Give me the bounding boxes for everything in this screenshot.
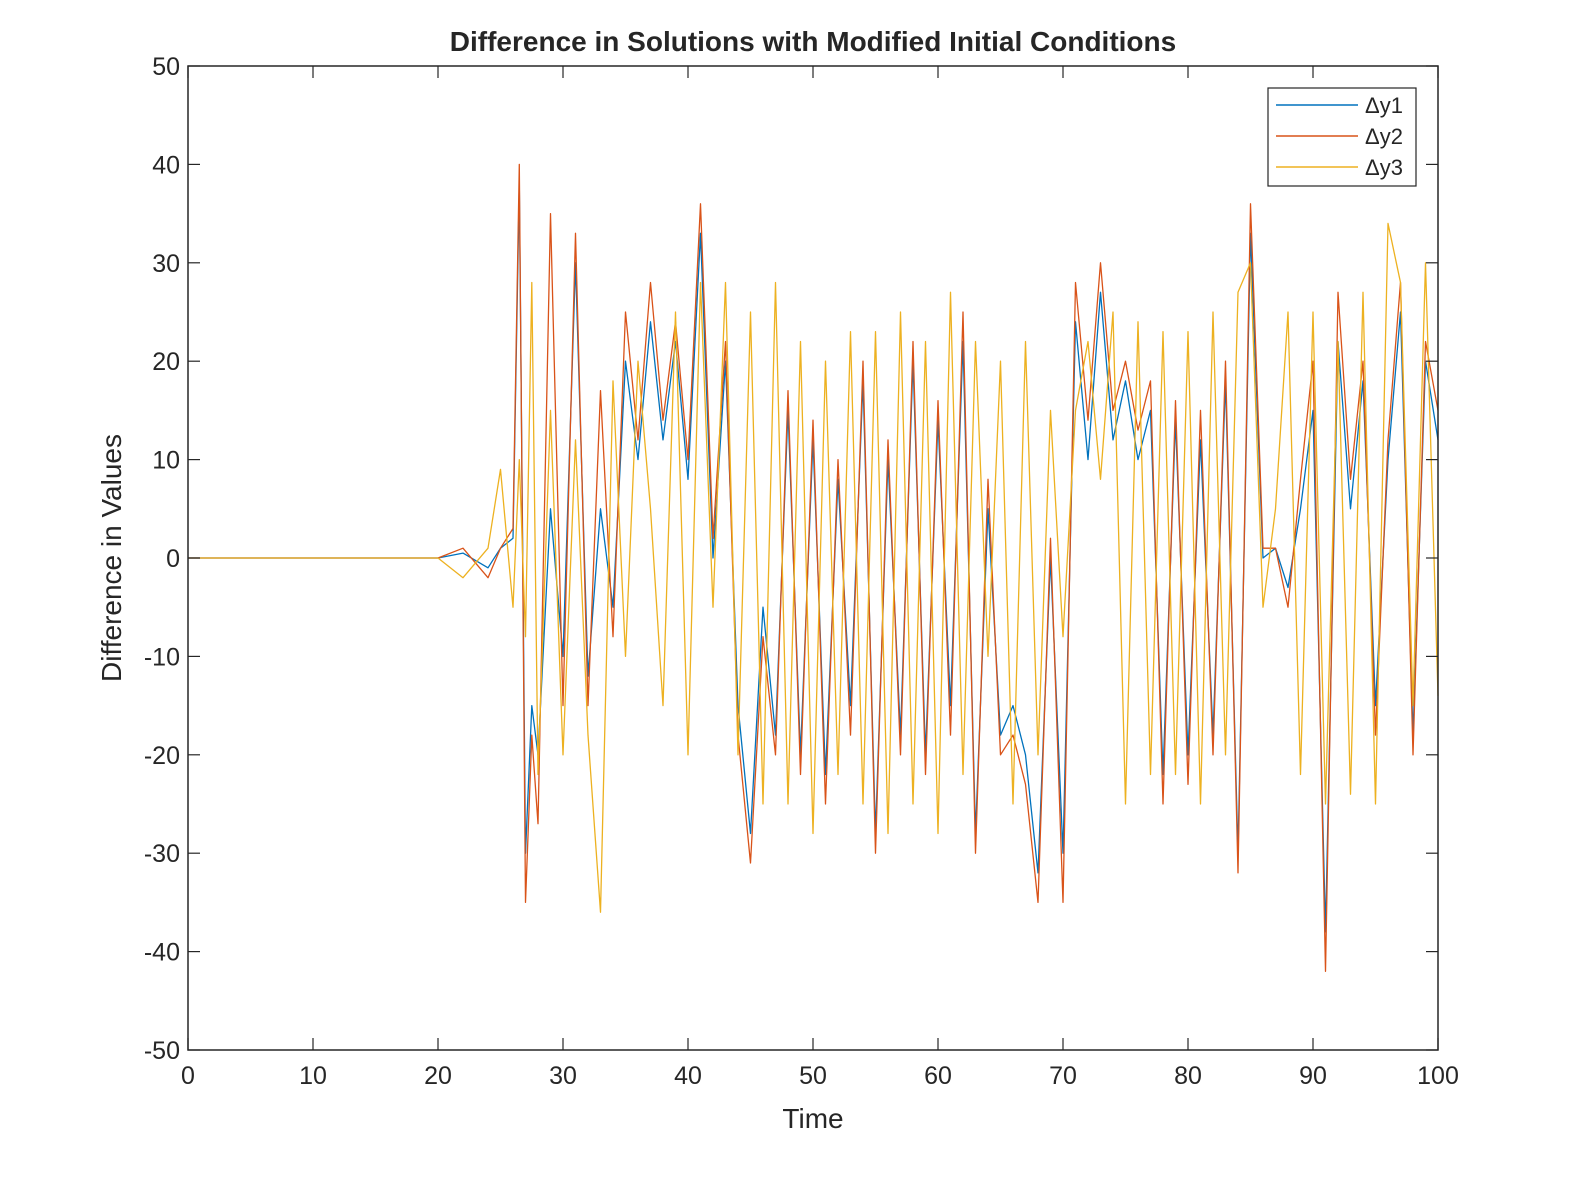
legend-label-3: Δy3 <box>1365 155 1403 180</box>
x-axis-label: Time <box>782 1103 843 1134</box>
y-axis: -50 -40 -30 -20 -10 0 10 20 30 40 50 <box>144 53 1438 1065</box>
legend: Δy1 Δy2 Δy3 <box>1267 87 1417 187</box>
x-tick-label: 80 <box>1174 1062 1202 1090</box>
y-tick-label: 30 <box>152 250 180 278</box>
y-tick-label: -50 <box>144 1037 180 1065</box>
x-tick-label: 0 <box>181 1062 195 1090</box>
y-tick-label: 20 <box>152 348 180 376</box>
y-tick-label: -40 <box>144 939 180 967</box>
y-tick-label: -20 <box>144 742 180 770</box>
y-tick-label: -10 <box>144 643 180 671</box>
y-tick-label: 10 <box>152 447 180 475</box>
x-tick-label: 30 <box>549 1062 577 1090</box>
x-tick-label: 40 <box>674 1062 702 1090</box>
y-tick-label: -30 <box>144 840 180 868</box>
y-tick-label: 50 <box>152 53 180 81</box>
x-axis: 0 10 20 30 40 50 60 70 80 90 100 <box>181 66 1459 1090</box>
series-line-2 <box>188 163 1439 972</box>
x-tick-label: 50 <box>799 1062 827 1090</box>
chart-title: Difference in Solutions with Modified In… <box>450 26 1176 57</box>
x-tick-label: 20 <box>424 1062 452 1090</box>
series-line-3 <box>188 222 1439 913</box>
legend-label-1: Δy1 <box>1365 93 1403 118</box>
x-tick-label: 100 <box>1417 1062 1459 1090</box>
y-axis-label: Difference in Values <box>96 434 127 682</box>
x-tick-label: 10 <box>299 1062 327 1090</box>
y-tick-label: 40 <box>152 151 180 179</box>
legend-label-2: Δy2 <box>1365 124 1403 149</box>
x-tick-label: 60 <box>924 1062 952 1090</box>
legend-items: Δy1 Δy2 Δy3 <box>1276 93 1403 180</box>
x-tick-label: 70 <box>1049 1062 1077 1090</box>
x-tick-label: 90 <box>1299 1062 1327 1090</box>
series-layer <box>188 163 1439 972</box>
y-tick-label: 0 <box>166 545 180 573</box>
